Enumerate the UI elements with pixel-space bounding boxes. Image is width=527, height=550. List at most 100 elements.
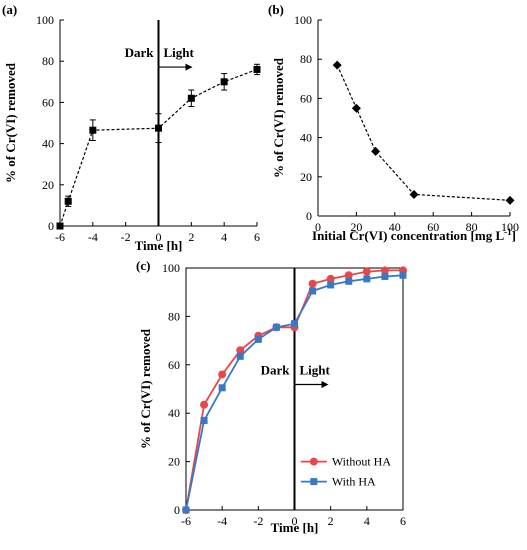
y-tick-label: 0 (306, 209, 312, 223)
data-point (344, 271, 353, 280)
x-tick-label: 2 (328, 514, 334, 528)
x-tick-label: 4 (364, 514, 370, 528)
series-line (336, 64, 511, 201)
x-axis-title-superscript: -1 (504, 227, 512, 237)
data-point (200, 416, 208, 424)
x-tick-label: -6 (55, 230, 65, 244)
data-point (381, 272, 389, 280)
y-tick-label: 0 (48, 219, 54, 233)
data-point (218, 370, 227, 379)
data-point (363, 275, 371, 283)
data-point (309, 287, 317, 295)
data-point (155, 124, 162, 132)
legend-swatch-marker (310, 478, 318, 486)
x-tick-label: 0 (156, 230, 162, 244)
y-tick-label: 100 (294, 13, 312, 27)
x-tick-label: -4 (88, 230, 98, 244)
panel-label: (c) (136, 258, 150, 273)
y-axis-title: % of Cr(VI) removed (3, 62, 18, 183)
data-point (200, 400, 209, 409)
light-arrow-head (185, 63, 193, 71)
light-annotation: Light (300, 362, 331, 377)
y-axis-title: % of Cr(VI) removed (138, 328, 153, 449)
y-tick-label: 80 (42, 54, 54, 68)
light-arrow-head (321, 380, 329, 388)
x-tick-label: -2 (253, 514, 263, 528)
data-point (254, 335, 262, 343)
chart-panel-3: 0 20 40 60 80 100 -6 -4 -2 0 2 4 6 (c) % of Cr(VI) rem… (136, 258, 407, 535)
x-tick-label: 20 (350, 220, 362, 234)
legend-swatch-marker (309, 457, 318, 466)
light-annotation: Light (164, 45, 195, 60)
data-point (362, 267, 371, 276)
data-point (182, 506, 190, 514)
data-point (326, 274, 335, 283)
x-tick-label: 2 (188, 230, 194, 244)
panel-label: (b) (268, 2, 284, 17)
x-axis-title-end: ] (512, 228, 516, 243)
dark-annotation: Dark (125, 45, 155, 60)
x-tick-label: 4 (221, 230, 227, 244)
x-axis-title-main: Initial Cr(VI) concentration [mg L (312, 228, 504, 243)
y-tick-label: 20 (300, 170, 312, 184)
data-point (505, 195, 515, 205)
data-point (327, 281, 335, 289)
y-tick-label: 20 (168, 455, 180, 469)
data-point (218, 384, 226, 392)
x-axis-title-main: Time [h] (135, 238, 183, 253)
x-tick-label: 40 (389, 220, 401, 234)
x-tick-label: -2 (121, 230, 131, 244)
data-point (291, 320, 298, 328)
y-tick-label: 20 (42, 178, 54, 192)
y-tick-label: 40 (300, 131, 312, 145)
y-tick-label: 40 (168, 406, 180, 420)
data-point (371, 146, 381, 156)
panel-label: (a) (2, 2, 17, 17)
data-point (236, 346, 245, 355)
x-tick-label: -6 (181, 514, 191, 528)
x-tick-label: 6 (254, 230, 260, 244)
x-tick-label: 60 (427, 220, 439, 234)
data-point (332, 60, 342, 70)
y-tick-label: 60 (168, 358, 180, 372)
x-tick-label: 0 (315, 220, 321, 234)
x-tick-label: 0 (292, 514, 298, 528)
legend-label: With HA (332, 475, 376, 489)
data-point (399, 271, 407, 279)
y-axis-title: % of Cr(VI) removed (271, 57, 286, 178)
y-tick-label: 0 (174, 503, 180, 517)
x-tick-label: 100 (501, 220, 519, 234)
y-tick-label: 60 (300, 91, 312, 105)
y-tick-label: 60 (42, 95, 54, 109)
data-point (308, 279, 317, 288)
data-point (220, 78, 228, 86)
data-point (272, 323, 280, 331)
y-tick-label: 100 (36, 13, 54, 27)
y-tick-label: 40 (42, 137, 54, 151)
x-axis-title: Initial Cr(VI) concentration [mg L-1] (312, 227, 516, 243)
x-axis-title: Time [h] (271, 520, 319, 535)
x-tick-label: -4 (217, 514, 227, 528)
data-point (345, 277, 353, 285)
y-tick-label: 80 (168, 309, 180, 323)
dark-annotation: Dark (261, 362, 291, 377)
data-point (89, 126, 97, 134)
x-axis-title: Time [h] (135, 238, 183, 253)
data-point (236, 352, 244, 360)
data-point (409, 189, 419, 199)
chart-panel-1: 0 20 40 60 80 100 -6 -4 -2 0 2 4 6 (a) % of Cr(VI) rem… (2, 2, 261, 253)
legend-label: Without HA (332, 455, 392, 469)
chart-panel-2: 0 20 40 60 80 100 0 20 40 60 80 100 (b) % of Cr(VI) r… (268, 2, 519, 243)
data-point (351, 103, 361, 113)
x-tick-label: 6 (400, 514, 406, 528)
x-tick-label: 80 (466, 220, 478, 234)
x-axis-title-main: Time [h] (271, 520, 319, 535)
y-tick-label: 100 (162, 261, 180, 275)
data-point (253, 65, 261, 73)
data-point (56, 222, 64, 230)
data-point (380, 266, 389, 275)
data-point (64, 197, 72, 205)
data-point (187, 94, 195, 102)
y-tick-label: 80 (300, 52, 312, 66)
